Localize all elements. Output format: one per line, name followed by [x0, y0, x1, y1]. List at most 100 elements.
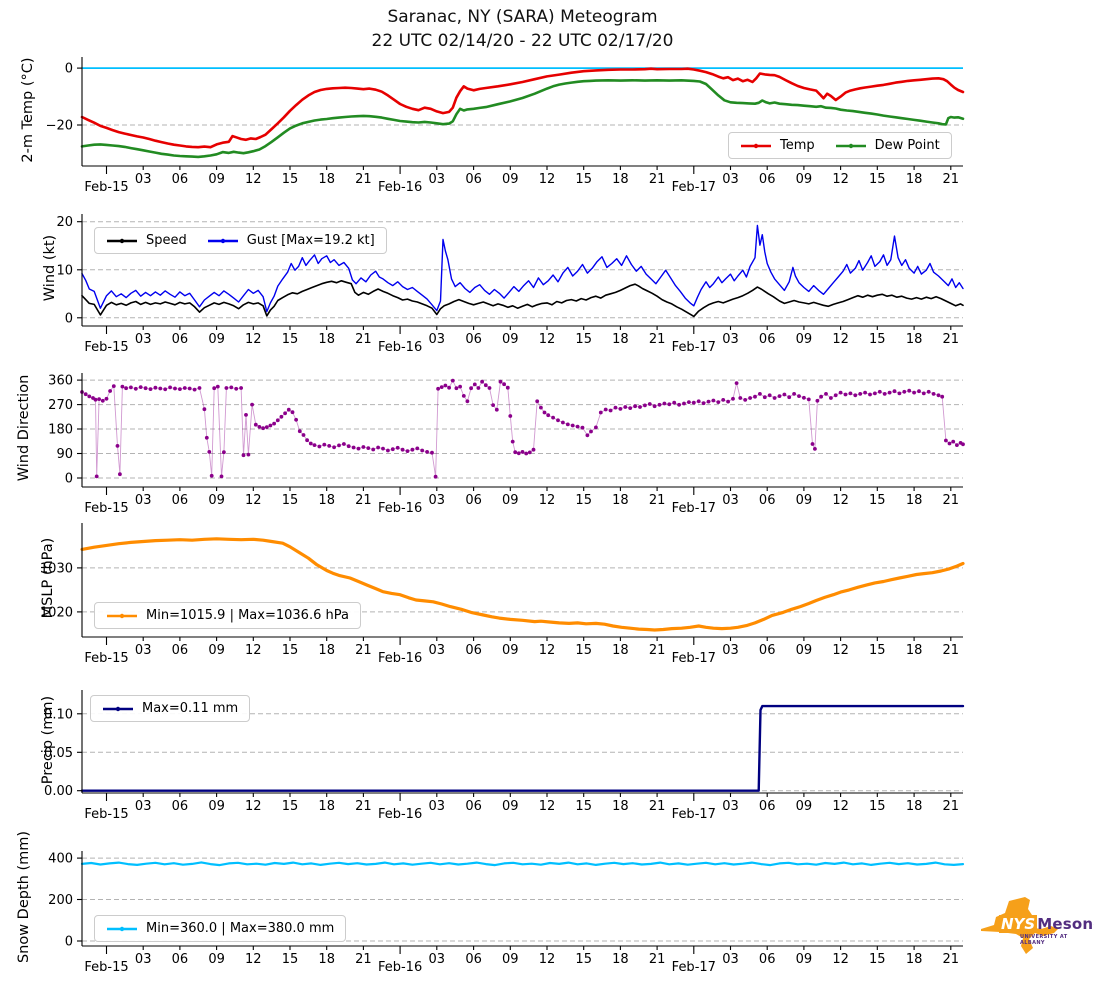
wdir-direction-point	[565, 422, 570, 427]
mslp-x-tick-label: 15	[575, 643, 592, 658]
wdir-direction-point	[450, 378, 455, 383]
wdir-direction-point	[308, 441, 313, 446]
wdir-direction-point	[275, 418, 280, 423]
temp-x-tick-label: 21	[355, 172, 372, 187]
wdir-direction-point	[767, 393, 772, 398]
wdir-direction-point	[425, 450, 429, 454]
wdir-direction-point	[447, 385, 451, 390]
wdir-direction-point	[207, 450, 212, 454]
wdir-direction-point	[443, 383, 448, 388]
wind-x-tick-label: 06	[759, 332, 776, 347]
wdir-x-tick-label: 21	[943, 493, 960, 508]
wdir-direction-point	[224, 386, 229, 390]
wdir-x-tick-label: 09	[796, 493, 813, 508]
logo-nys-text: NYS	[999, 915, 1038, 933]
wdir-direction-point	[961, 442, 965, 447]
wdir-direction-point	[551, 415, 555, 420]
wind-x-tick-label: 12	[539, 332, 556, 347]
wdir-x-tick-label: Feb-15	[84, 501, 128, 516]
snow-x-tick-label: 03	[722, 952, 739, 967]
wdir-direction-point	[897, 391, 902, 396]
wdir-direction-point	[570, 423, 575, 428]
wdir-x-tick-label: 21	[649, 493, 666, 508]
precip-legend: Max=0.11 mm	[90, 695, 251, 722]
temp-legend-item: Temp	[740, 137, 815, 154]
wdir-direction-point	[469, 386, 473, 391]
wdir-direction-point	[297, 429, 302, 434]
wdir-direction-point	[858, 392, 863, 396]
wdir-direction-point	[782, 392, 787, 397]
temp-x-tick-label: Feb-17	[672, 180, 716, 195]
wdir-x-tick-label: 09	[208, 493, 225, 508]
wdir-direction-point	[556, 418, 560, 423]
precip-x-tick-label: 18	[318, 799, 335, 814]
snow-x-tick-label: 09	[502, 952, 519, 967]
wdir-direction-point	[371, 447, 376, 452]
temp-x-tick-label: 06	[465, 172, 482, 187]
wdir-direction-point	[824, 392, 828, 396]
mslp-mslp-line	[80, 537, 965, 632]
mslp-x-tick-label: 09	[796, 643, 813, 658]
precip-x-tick-label: 06	[172, 799, 189, 814]
wdir-direction-point	[219, 474, 224, 479]
precip-x-tick-label: 03	[429, 799, 446, 814]
temp-x-tick-label: Feb-16	[378, 180, 422, 195]
legend-label: Gust [Max=19.2 kt]	[246, 233, 375, 248]
temp-legend-item: Dew Point	[835, 137, 940, 154]
wdir-direction-point	[97, 397, 101, 401]
precip-x-tick-label: Feb-16	[378, 807, 422, 822]
snow-legend-item: Min=360.0 | Max=380.0 mm	[106, 920, 334, 937]
wdir-direction-point	[716, 400, 721, 404]
wdir-direction-point	[222, 450, 226, 455]
wdir-direction-point	[361, 445, 366, 449]
precip-x-tick-label: 03	[135, 799, 152, 814]
wdir-direction-point	[294, 417, 298, 422]
temp-x-tick-label: 15	[575, 172, 592, 187]
wdir-direction-point	[921, 391, 926, 396]
wdir-x-tick-label: 15	[575, 493, 592, 508]
wdir-direction-point	[192, 387, 197, 392]
wdir-direction-point	[623, 405, 628, 409]
wdir-direction-point	[505, 385, 510, 390]
mslp-x-tick-label: Feb-15	[84, 651, 128, 666]
wdir-direction-point	[873, 391, 877, 396]
wdir-direction-point	[813, 447, 817, 451]
mslp-x-tick-label: Feb-16	[378, 651, 422, 666]
wdir-x-tick-label: 15	[869, 493, 886, 508]
precip-x-tick-label: 21	[943, 799, 960, 814]
precip-legend-item: Max=0.11 mm	[102, 700, 238, 717]
wdir-direction-point	[458, 384, 462, 389]
wdir-direction-point	[662, 401, 667, 406]
temp-x-tick-label: 12	[832, 172, 849, 187]
wdir-direction-point	[524, 451, 529, 456]
wdir-direction-point	[182, 386, 187, 390]
precip-y-tick-label: 0.00	[44, 784, 73, 799]
wdir-direction-point	[510, 439, 515, 444]
wdir-direction-point	[118, 472, 122, 477]
legend-line-swatch	[835, 143, 866, 148]
mslp-x-tick-label: Feb-17	[672, 651, 716, 666]
legend-label: Min=1015.9 | Max=1036.6 hPa	[146, 608, 349, 623]
wdir-direction-point	[527, 450, 532, 455]
precip-x-tick-label: 09	[208, 799, 225, 814]
wdir-direction-point	[608, 408, 613, 413]
y-axis-label-snow: Snow Depth (mm)	[16, 830, 32, 963]
wdir-direction-point	[726, 399, 730, 404]
temp-x-tick-label: 03	[429, 172, 446, 187]
legend-label: Dew Point	[874, 138, 940, 153]
precip-y-tick-label: 0.05	[44, 746, 73, 761]
wdir-direction-point	[83, 392, 88, 397]
wdir-direction-point	[253, 422, 258, 427]
wind-gust-line	[81, 224, 964, 313]
legend-line-swatch	[107, 238, 137, 243]
wdir-direction-point	[772, 396, 777, 400]
wdir-direction-point	[239, 386, 244, 390]
precip-x-tick-label: 12	[539, 799, 556, 814]
mslp-y-tick-label: 1020	[40, 605, 73, 620]
wdir-direction-point	[158, 386, 163, 391]
temp-x-tick-label: 18	[906, 172, 923, 187]
precip-x-tick-label: 09	[796, 799, 813, 814]
wdir-direction-point	[944, 438, 948, 443]
mslp-x-tick-label: 18	[318, 643, 335, 658]
wdir-direction-point	[215, 384, 220, 389]
